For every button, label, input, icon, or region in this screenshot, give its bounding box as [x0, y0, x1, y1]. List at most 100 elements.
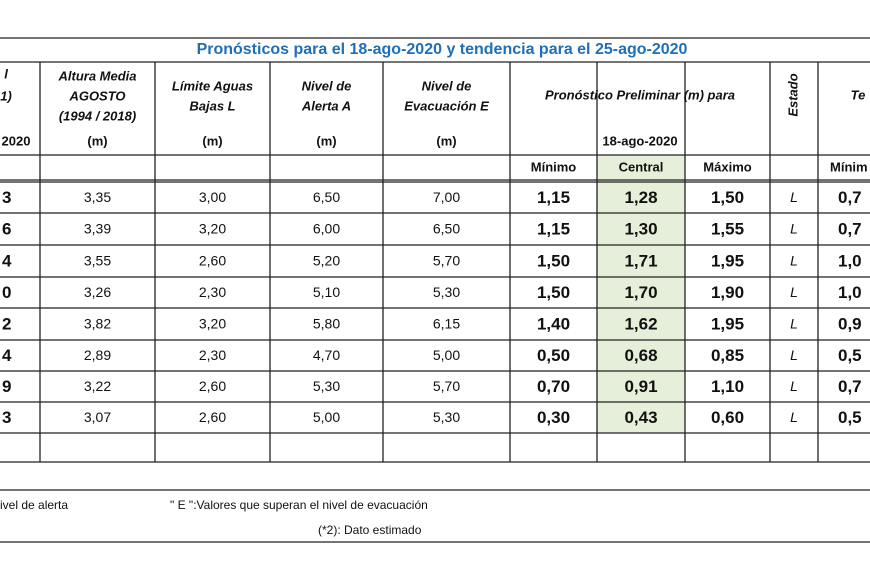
table-cell: 2	[2, 314, 11, 333]
table-cell: 1,62	[624, 314, 657, 333]
table-cell: 1,0	[838, 283, 862, 302]
column-header: Bajas L	[189, 98, 235, 113]
forecast-subheader: Máximo	[703, 159, 751, 174]
table-cell: 3,82	[84, 316, 111, 332]
column-unit: (m)	[202, 133, 222, 148]
table-cell: 2,60	[199, 253, 226, 269]
table-cell: 4	[2, 251, 12, 270]
table-cell: 5,30	[433, 284, 460, 300]
table-cell: 3,20	[199, 221, 226, 237]
column-header: Altura Media	[57, 68, 136, 83]
table-cell: 0,91	[624, 377, 657, 396]
column-header: (1994 / 2018)	[59, 108, 136, 123]
table-cell: 3,07	[84, 409, 111, 425]
column-unit: (m)	[436, 133, 456, 148]
table-cell: 3,26	[84, 284, 111, 300]
table-cell: 1,30	[624, 219, 657, 238]
table-cell: 1,90	[711, 283, 744, 302]
table-cell: 5,70	[433, 253, 460, 269]
column-unit: (m)	[87, 133, 107, 148]
table-cell: 6,00	[313, 221, 340, 237]
table-cell: 0,5	[838, 408, 862, 427]
table-cell: 5,00	[313, 409, 340, 425]
table-cell: 0,70	[537, 377, 570, 396]
table-cell: 0,85	[711, 346, 744, 365]
table-cell: 5,30	[433, 409, 460, 425]
table-cell: L	[790, 347, 798, 363]
footnote: (*2): Dato estimado	[318, 523, 422, 537]
table-cell: 1,40	[537, 314, 570, 333]
table-cell: 1,15	[537, 219, 570, 238]
forecast-date: 18-ago-2020	[602, 133, 677, 148]
table-cell: 1,70	[624, 283, 657, 302]
table-cell: L	[790, 221, 798, 237]
table-cell: L	[790, 189, 798, 205]
table-cell: 1,55	[711, 219, 744, 238]
column-header: AGOSTO	[68, 88, 125, 103]
column-header: 1)	[0, 88, 12, 103]
column-header: Nivel de	[302, 78, 352, 93]
table-cell: 1,0	[838, 251, 862, 270]
column-header: Límite Aguas	[172, 78, 253, 93]
column-unit: 2020	[2, 133, 31, 148]
column-header: Evacuación E	[404, 98, 489, 113]
table-cell: 1,50	[537, 251, 570, 270]
table-cell: 3,39	[84, 221, 111, 237]
table-cell: 6,50	[433, 221, 460, 237]
table-cell: 5,10	[313, 284, 340, 300]
table-cell: 2,30	[199, 284, 226, 300]
forecast-subheader: Central	[619, 159, 664, 174]
table-cell: 1,10	[711, 377, 744, 396]
table-cell: 0,9	[838, 314, 862, 333]
column-header: Nivel de	[422, 78, 472, 93]
grid	[0, 37, 870, 543]
table-cell: 3,55	[84, 253, 111, 269]
title: Pronósticos para el 18-ago-2020 y tenden…	[197, 41, 688, 58]
table-cell: 0,7	[838, 377, 862, 396]
table-cell: L	[790, 378, 798, 394]
table-cell: 2,60	[199, 378, 226, 394]
trend-header: Te	[851, 87, 866, 102]
table-cell: 0,7	[838, 219, 862, 238]
table-cell: 5,70	[433, 378, 460, 394]
column-header: l	[4, 66, 8, 81]
table-cell: 0,7	[838, 188, 862, 207]
table-cell: L	[790, 409, 798, 425]
table-cell: 4	[2, 346, 12, 365]
table-cell: 6,50	[313, 189, 340, 205]
table-cell: 9	[2, 377, 11, 396]
table-cell: 3,35	[84, 189, 111, 205]
table-cell: 1,50	[711, 188, 744, 207]
table-cell: 1,95	[711, 251, 744, 270]
table-cell: 0,60	[711, 408, 744, 427]
table-cell: 2,60	[199, 409, 226, 425]
column-unit: (m)	[316, 133, 336, 148]
table-cell: 0,50	[537, 346, 570, 365]
table-cell: 3	[2, 188, 11, 207]
table-cell: 0,5	[838, 346, 862, 365]
table-cell: 7,00	[433, 189, 460, 205]
central-highlight	[597, 155, 685, 433]
column-header: Alerta A	[301, 98, 351, 113]
table-cell: L	[790, 316, 798, 332]
table-cell: 0,30	[537, 408, 570, 427]
table-cell: L	[790, 253, 798, 269]
table-cell: 6	[2, 219, 11, 238]
table-cell: 2,30	[199, 347, 226, 363]
table-cell: 2,89	[84, 347, 111, 363]
table-cell: 0	[2, 283, 11, 302]
estado-header: Estado	[785, 73, 800, 116]
table-cell: 3	[2, 408, 11, 427]
cells: l 1) 2020 Altura Media AGOSTO (1994 / 2018) (m…	[0, 66, 868, 537]
footnote: " E ":Valores que superan el nivel de ev…	[170, 498, 428, 512]
table-cell: 1,95	[711, 314, 744, 333]
table-cell: 3,20	[199, 316, 226, 332]
table-cell: 0,68	[624, 346, 657, 365]
forecast-header: Pronóstico Preliminar (m) para	[545, 87, 735, 102]
trend-subheader: Mínim	[830, 159, 868, 174]
table-cell: 4,70	[313, 347, 340, 363]
table-cell: 5,30	[313, 378, 340, 394]
table-cell: 5,00	[433, 347, 460, 363]
